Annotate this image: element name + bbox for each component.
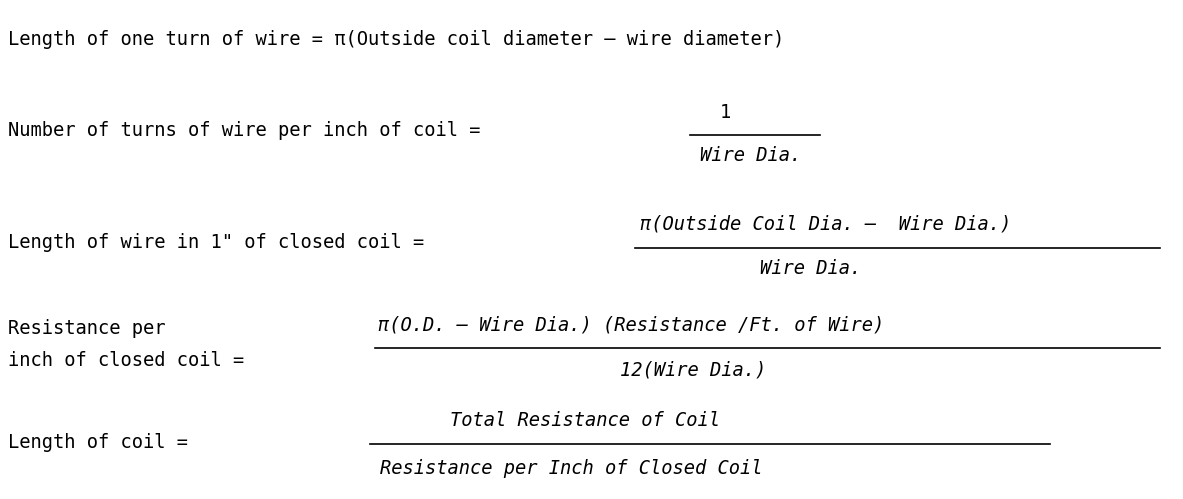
Text: Length of wire in 1" of closed coil =: Length of wire in 1" of closed coil = <box>8 233 425 251</box>
Text: 12(Wire Dia.): 12(Wire Dia.) <box>620 360 767 380</box>
Text: Resistance per Inch of Closed Coil: Resistance per Inch of Closed Coil <box>380 459 763 478</box>
Text: Length of one turn of wire = π(Outside coil diameter – wire diameter): Length of one turn of wire = π(Outside c… <box>8 30 784 49</box>
Text: inch of closed coil =: inch of closed coil = <box>8 350 244 369</box>
Text: Length of coil =: Length of coil = <box>8 433 188 452</box>
Text: Total Resistance of Coil: Total Resistance of Coil <box>450 411 720 430</box>
Text: Resistance per: Resistance per <box>8 318 166 337</box>
Text: π(O.D. – Wire Dia.) (Resistance /Ft. of Wire): π(O.D. – Wire Dia.) (Resistance /Ft. of … <box>379 315 884 334</box>
Text: π(Outside Coil Dia. –  Wire Dia.): π(Outside Coil Dia. – Wire Dia.) <box>640 215 1011 234</box>
Text: Wire Dia.: Wire Dia. <box>759 258 861 277</box>
Text: Wire Dia.: Wire Dia. <box>700 146 801 165</box>
Text: 1: 1 <box>720 102 731 121</box>
Text: Number of turns of wire per inch of coil =: Number of turns of wire per inch of coil… <box>8 120 480 140</box>
